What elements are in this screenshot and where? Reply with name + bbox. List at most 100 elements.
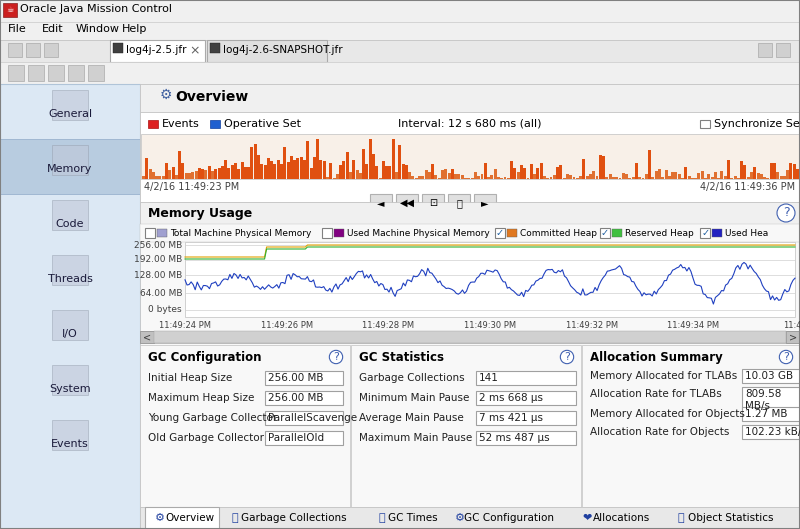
Bar xyxy=(559,166,562,179)
Bar xyxy=(526,178,530,179)
Bar xyxy=(635,162,638,179)
Text: ⊡: ⊡ xyxy=(429,198,437,208)
Bar xyxy=(0,0,800,22)
Text: Help: Help xyxy=(122,24,147,34)
Text: File: File xyxy=(8,24,26,34)
Text: System: System xyxy=(49,384,91,394)
Bar xyxy=(754,167,756,179)
Bar xyxy=(333,178,335,179)
Bar xyxy=(625,174,628,179)
Bar xyxy=(322,228,332,238)
Bar xyxy=(234,163,237,179)
Text: ParallelOld: ParallelOld xyxy=(268,433,324,443)
Bar xyxy=(88,65,104,81)
Bar xyxy=(290,156,293,179)
Bar xyxy=(351,345,581,507)
Text: 7 ms 421 μs: 7 ms 421 μs xyxy=(479,413,543,423)
Bar xyxy=(786,170,789,179)
Text: ×: × xyxy=(190,44,200,58)
Bar xyxy=(140,202,800,224)
Bar xyxy=(218,168,221,179)
Bar xyxy=(494,169,497,179)
Bar xyxy=(265,391,343,405)
Text: ◄: ◄ xyxy=(378,198,385,208)
Bar xyxy=(286,161,290,179)
Bar xyxy=(742,425,800,439)
Bar xyxy=(674,172,678,179)
Text: Operative Set: Operative Set xyxy=(224,119,301,129)
Bar xyxy=(691,178,694,179)
Bar xyxy=(454,175,457,179)
Text: 11:49:26 PM: 11:49:26 PM xyxy=(261,321,313,330)
Text: Allocations: Allocations xyxy=(593,513,650,523)
Bar xyxy=(742,407,800,421)
Bar xyxy=(257,156,260,179)
Bar xyxy=(760,174,763,179)
Bar xyxy=(698,173,700,179)
Bar xyxy=(414,178,418,179)
Text: Initial Heap Size: Initial Heap Size xyxy=(148,373,232,383)
Bar xyxy=(602,157,605,179)
Bar xyxy=(553,175,556,179)
Text: 102.23 kB/s: 102.23 kB/s xyxy=(745,427,800,437)
Bar xyxy=(514,168,516,179)
Bar xyxy=(265,371,343,385)
Bar xyxy=(550,177,553,179)
Bar xyxy=(461,175,464,179)
Bar xyxy=(740,161,743,179)
Bar xyxy=(431,164,434,179)
Bar xyxy=(582,345,800,507)
Text: ✓: ✓ xyxy=(495,228,504,238)
Bar xyxy=(622,172,625,179)
Bar xyxy=(543,176,546,179)
Text: Average Main Pause: Average Main Pause xyxy=(359,413,464,423)
Text: Memory Allocated for TLABs: Memory Allocated for TLABs xyxy=(590,371,738,381)
Bar xyxy=(665,170,667,179)
Bar xyxy=(214,169,218,179)
Bar xyxy=(595,176,598,179)
Bar xyxy=(476,371,576,385)
Bar xyxy=(198,168,201,179)
Bar xyxy=(700,120,710,128)
Bar xyxy=(520,165,523,179)
Bar xyxy=(265,431,343,445)
Bar xyxy=(438,178,441,179)
Bar xyxy=(283,148,286,179)
Bar xyxy=(201,169,204,179)
Bar xyxy=(254,144,257,179)
Bar xyxy=(140,331,154,343)
Text: ✓: ✓ xyxy=(601,228,609,238)
Text: Used Hea: Used Hea xyxy=(726,229,769,238)
Bar xyxy=(224,160,227,179)
Bar xyxy=(260,164,263,179)
Bar xyxy=(263,166,266,179)
Bar xyxy=(478,176,480,179)
Bar xyxy=(378,178,382,179)
Text: ⏱: ⏱ xyxy=(378,513,385,523)
Bar xyxy=(582,159,586,179)
Bar xyxy=(28,65,44,81)
Text: ►: ► xyxy=(482,198,489,208)
Text: GC Statistics: GC Statistics xyxy=(359,351,444,364)
Bar xyxy=(434,175,438,179)
Bar xyxy=(481,174,483,179)
Text: General: General xyxy=(48,109,92,119)
Text: GC Configuration: GC Configuration xyxy=(465,513,554,523)
Bar xyxy=(68,65,84,81)
Bar xyxy=(470,178,474,179)
Bar xyxy=(589,174,592,179)
Text: 11:49:30 PM: 11:49:30 PM xyxy=(464,321,516,330)
Bar xyxy=(0,84,140,529)
Text: Reserved Heap: Reserved Heap xyxy=(625,229,694,238)
Bar xyxy=(758,43,772,57)
Bar xyxy=(140,224,800,242)
Bar xyxy=(606,177,608,179)
Bar xyxy=(556,167,559,179)
Bar xyxy=(352,160,355,179)
Bar xyxy=(52,420,88,450)
Bar xyxy=(319,160,322,179)
Bar xyxy=(684,167,687,179)
Bar xyxy=(476,411,576,425)
Bar xyxy=(210,43,220,53)
Text: >: > xyxy=(789,332,797,342)
